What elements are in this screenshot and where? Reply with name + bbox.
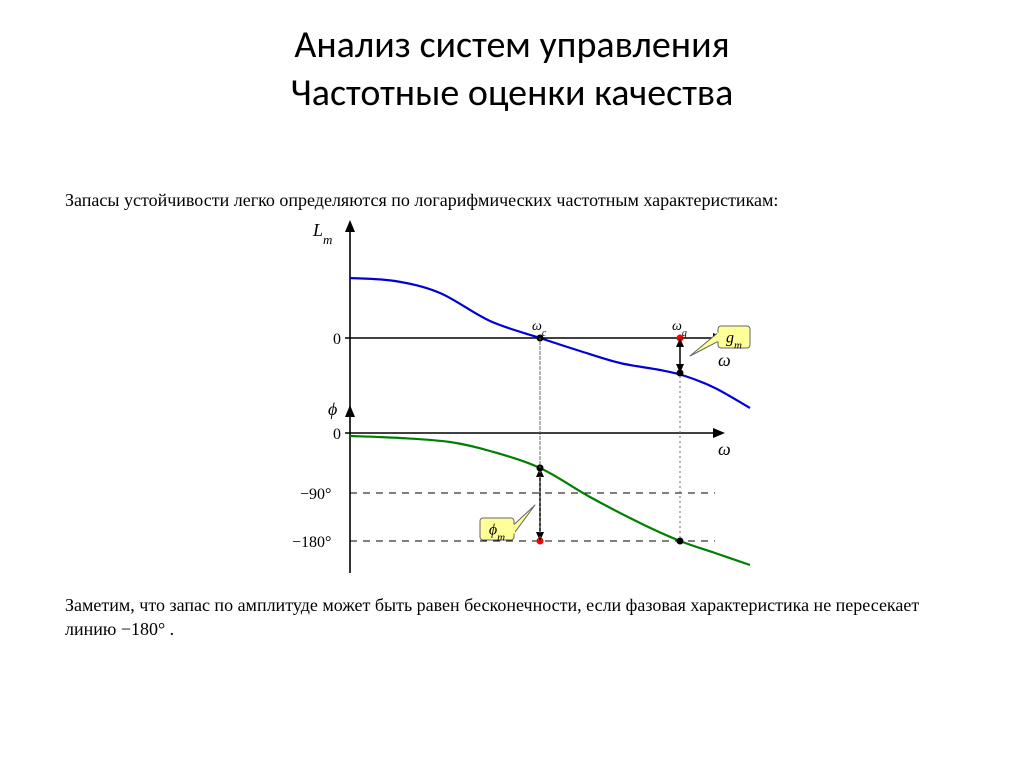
svg-text:Lm: Lm bbox=[312, 220, 332, 247]
svg-text:ω: ω bbox=[718, 439, 731, 459]
svg-text:ω: ω bbox=[718, 350, 731, 370]
title-line-2: Частотные оценки качества bbox=[291, 70, 734, 116]
svg-text:0: 0 bbox=[333, 331, 341, 348]
svg-text:−180°: −180° bbox=[292, 534, 331, 551]
svg-text:0: 0 bbox=[333, 426, 341, 443]
title-line-1: Анализ систем управления bbox=[294, 22, 729, 68]
bode-svg: Lm0ωωcωggmϕω0−90°−180°ϕm bbox=[290, 218, 760, 578]
bode-charts: Lm0ωωcωggmϕω0−90°−180°ϕm bbox=[290, 218, 760, 578]
intro-text: Запасы устойчивости легко определяются п… bbox=[65, 190, 778, 211]
slide: Анализ систем управления Частотные оценк… bbox=[0, 0, 1024, 767]
svg-text:−90°: −90° bbox=[300, 486, 331, 503]
svg-text:ϕ: ϕ bbox=[328, 399, 337, 419]
footer-text: Заметим, что запас по амплитуде может бы… bbox=[65, 593, 960, 642]
slide-title: Анализ систем управления Частотные оценк… bbox=[0, 0, 1024, 117]
